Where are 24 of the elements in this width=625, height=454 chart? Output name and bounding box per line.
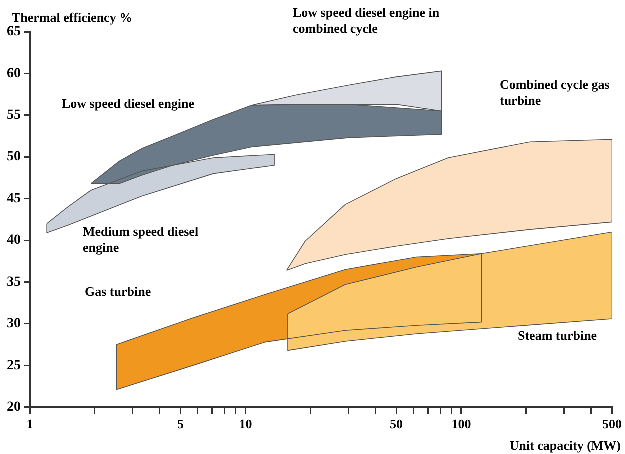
y-tick-label: 20 — [7, 400, 21, 416]
y-tick-label: 40 — [7, 233, 21, 248]
y-tick-label: 30 — [7, 316, 21, 332]
x-tick-label: 5 — [178, 416, 185, 432]
series-label: Steam turbine — [518, 328, 598, 343]
text: Gas turbine — [85, 284, 152, 299]
x-axis-title: Unit capacity (MW) — [510, 438, 621, 453]
x-tick-label: 1 — [26, 416, 34, 432]
x-tick-label: 500 — [602, 416, 622, 432]
text: Combined cycle gas turbine — [500, 77, 610, 108]
x-tick-label: 10 — [239, 416, 252, 432]
series-label: Medium speed diesel engine — [83, 224, 199, 255]
y-tick-label: 60 — [7, 66, 21, 82]
x-tick-label: 100 — [452, 416, 472, 432]
series-label: Low speed diesel engine — [62, 96, 195, 111]
y-tick-label: 65 — [7, 24, 21, 40]
text: Low speed diesel engine in combined cycle — [293, 5, 440, 36]
y-tick-label: 45 — [7, 191, 21, 206]
y-tick-label: 55 — [7, 108, 21, 124]
y-axis-title: Thermal efficiency % — [12, 10, 133, 25]
y-tick-label: 25 — [7, 358, 21, 374]
x-tick-label: 50 — [390, 416, 404, 432]
y-tick-label: 50 — [7, 150, 21, 165]
y-tick-label: 35 — [7, 274, 21, 290]
